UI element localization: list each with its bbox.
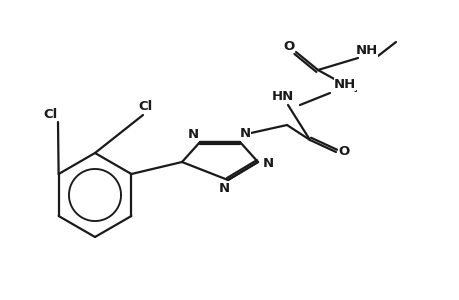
Text: O: O (283, 40, 294, 52)
Text: NH: NH (333, 77, 355, 91)
Text: Cl: Cl (44, 107, 58, 121)
Text: N: N (262, 157, 273, 169)
Text: N: N (239, 127, 250, 140)
Text: HN: HN (271, 89, 293, 103)
Text: O: O (338, 145, 349, 158)
Text: Cl: Cl (139, 100, 153, 112)
Text: N: N (187, 128, 198, 140)
Text: NH: NH (355, 44, 377, 56)
Text: N: N (218, 182, 229, 196)
